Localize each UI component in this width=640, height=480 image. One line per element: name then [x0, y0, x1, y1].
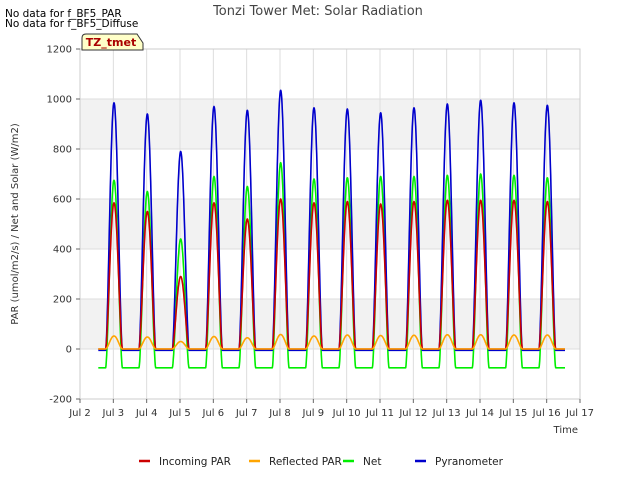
plot-band — [80, 199, 580, 249]
legend: Incoming PAR Reflected PAR Net Pyranometer — [139, 456, 504, 468]
y-tick-label: 200 — [53, 295, 72, 306]
x-tick-label: Jul 17 — [565, 408, 594, 419]
x-tick-label: Jul 13 — [432, 408, 461, 419]
tz-tmet-tag: TZ_tmet — [81, 33, 144, 51]
y-axis-ticks: -200 0 200 400 600 800 1000 1200 — [47, 45, 80, 406]
x-tick-label: Jul 9 — [302, 408, 325, 419]
plot-band — [80, 349, 580, 399]
x-tick-label: Jul 16 — [532, 408, 561, 419]
y-tick-label: 800 — [53, 145, 72, 156]
plot-band — [80, 299, 580, 349]
chart-title: Tonzi Tower Met: Solar Radiation — [212, 4, 423, 19]
y-tick-label: 0 — [66, 345, 72, 356]
legend-label: Reflected PAR — [269, 456, 342, 468]
y-tick-label: 600 — [53, 195, 72, 206]
x-tick-label: Jul 12 — [398, 408, 427, 419]
legend-label: Incoming PAR — [159, 456, 231, 468]
y-tick-label: 1200 — [47, 45, 72, 56]
plot-band — [80, 49, 580, 99]
legend-label: Pyranometer — [435, 456, 504, 468]
x-tick-label: Jul 5 — [168, 408, 191, 419]
x-axis-title: Time — [553, 425, 578, 436]
series-layer — [97, 89, 566, 369]
tag-box — [81, 33, 144, 51]
x-tick-label: Jul 11 — [365, 408, 394, 419]
x-tick-label: Jul 4 — [135, 408, 158, 419]
x-tick-label: Jul 6 — [202, 408, 225, 419]
plot-frame — [79, 48, 581, 400]
x-tick-label: Jul 14 — [465, 408, 494, 419]
plot-background — [80, 49, 580, 399]
legend-label: Net — [363, 456, 381, 468]
x-tick-label: Jul 7 — [235, 408, 258, 419]
no-data-note-par: No data for f_BF5_PAR — [5, 8, 122, 20]
x-tick-label: Jul 3 — [102, 408, 125, 419]
plot-band — [80, 149, 580, 199]
x-tick-label: Jul 15 — [498, 408, 527, 419]
x-tick-label: Jul 10 — [332, 408, 361, 419]
tag-label: TZ_tmet — [86, 36, 136, 49]
plot-band — [80, 249, 580, 299]
x-axis-ticks: Jul 2 Jul 3 Jul 4 Jul 5 Jul 6 Jul 7 Jul 8 Jul 9… — [68, 399, 594, 419]
y-axis-title: PAR (umol/m2/s) / Net and Solar (W/m2) — [10, 123, 21, 325]
x-tick-label: Jul 2 — [68, 408, 91, 419]
y-tick-label: 400 — [53, 245, 72, 256]
plot-band — [80, 99, 580, 149]
no-data-note-diffuse: No data for f_BF5_Diffuse — [5, 18, 139, 30]
y-tick-label: -200 — [49, 395, 72, 406]
y-tick-label: 1000 — [47, 95, 72, 106]
series-line-reflected-par — [97, 333, 566, 350]
x-tick-label: Jul 8 — [268, 408, 291, 419]
